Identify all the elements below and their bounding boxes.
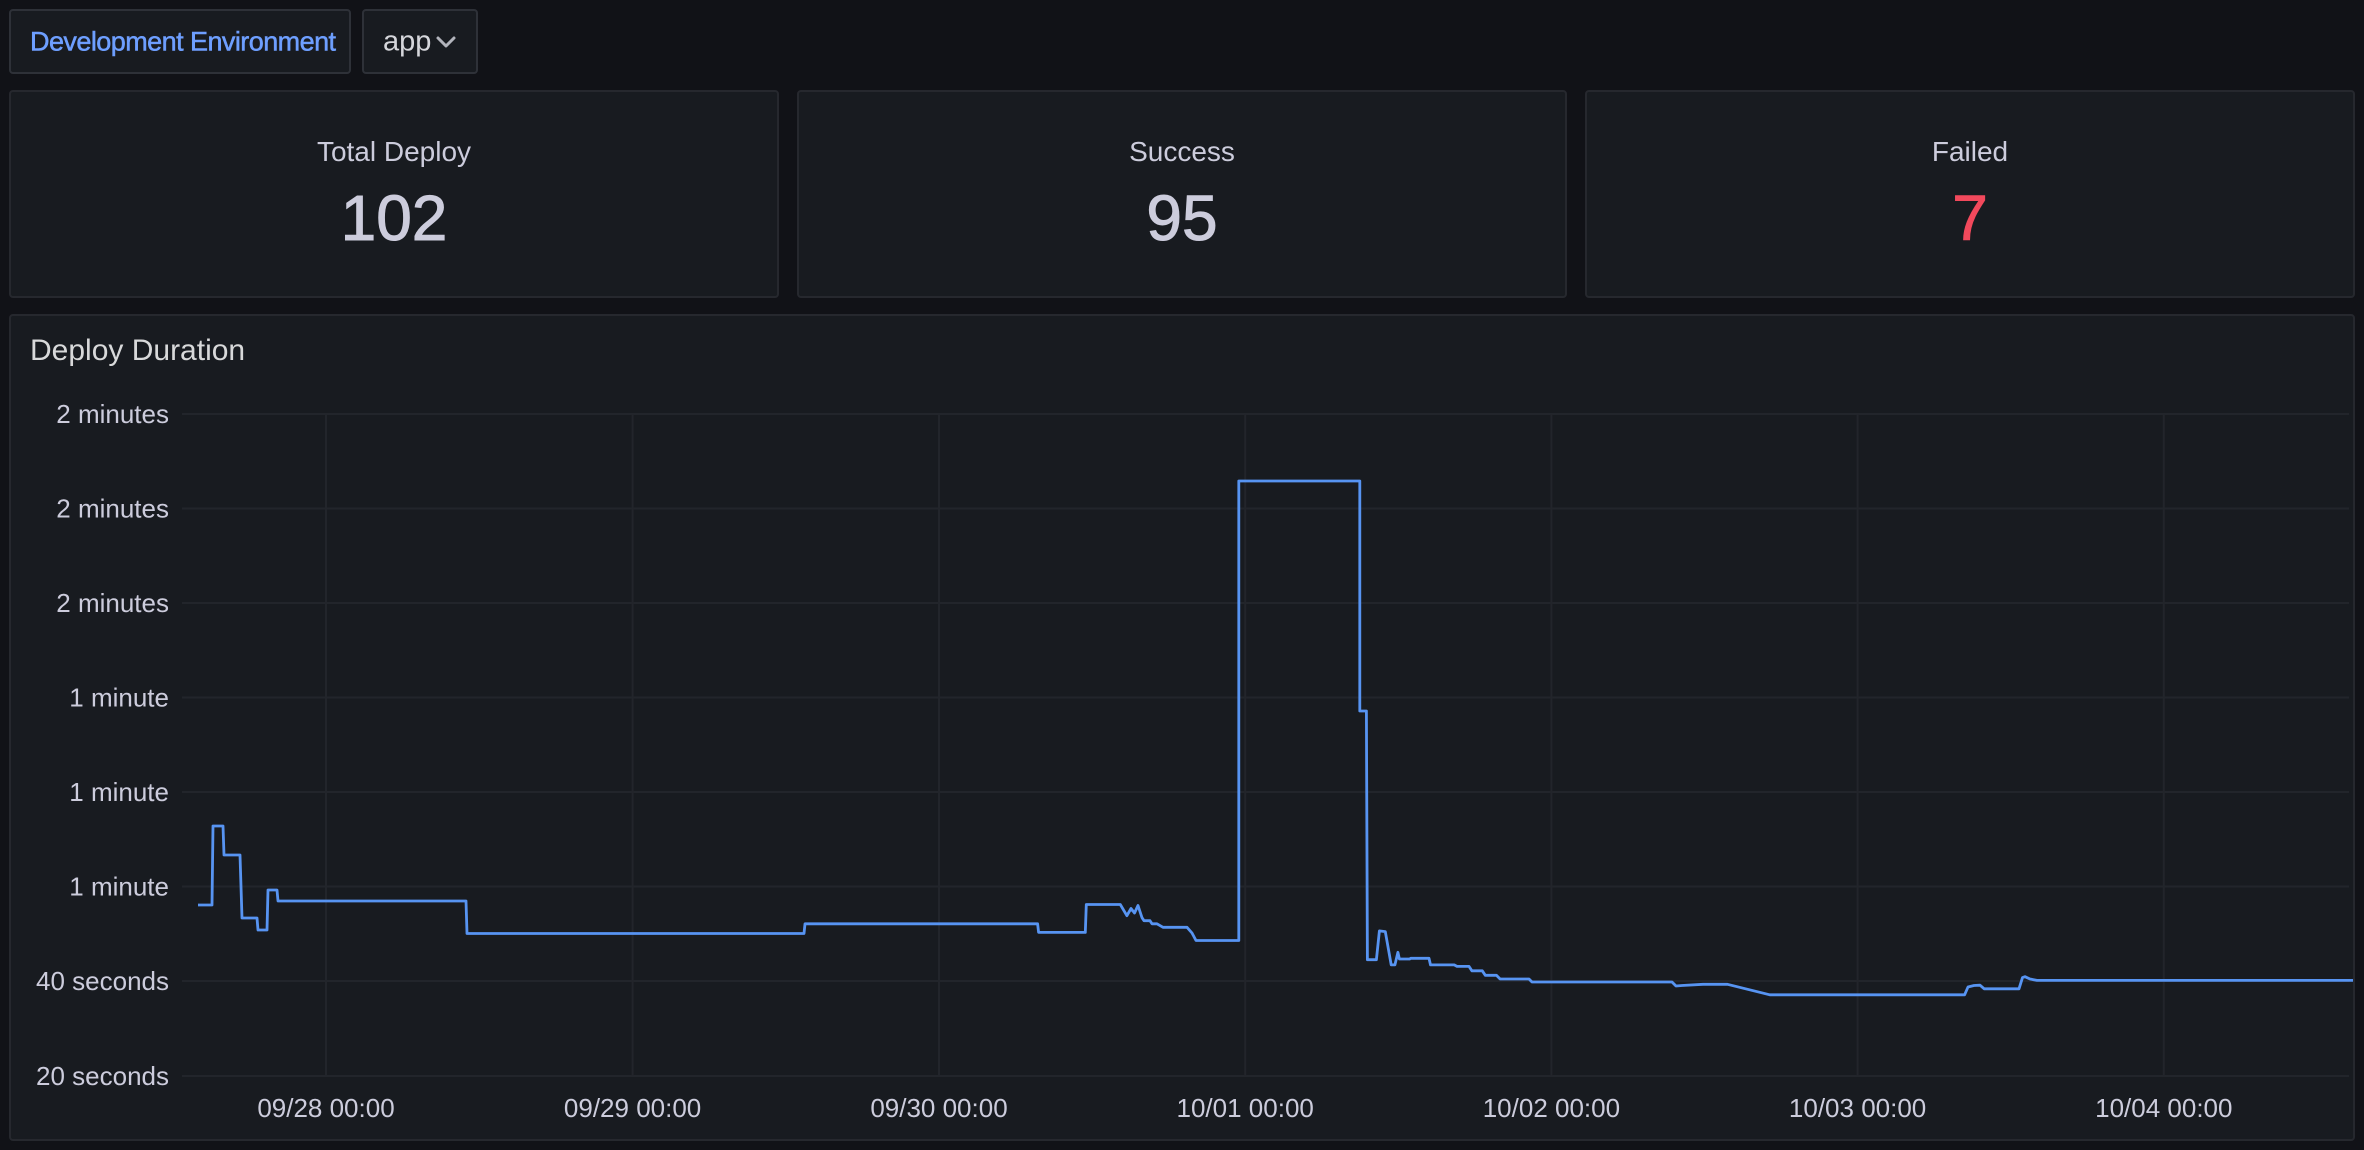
svg-text:1 minute: 1 minute — [69, 683, 169, 713]
svg-text:40 seconds: 40 seconds — [36, 966, 169, 996]
svg-text:10/04 00:00: 10/04 00:00 — [2095, 1093, 2232, 1123]
svg-text:2 minutes: 2 minutes — [56, 399, 169, 429]
svg-text:09/30 00:00: 09/30 00:00 — [870, 1093, 1007, 1123]
svg-text:2 minutes: 2 minutes — [56, 588, 169, 618]
svg-text:20 seconds: 20 seconds — [36, 1061, 169, 1091]
svg-text:2 minutes: 2 minutes — [56, 494, 169, 524]
svg-text:10/02 00:00: 10/02 00:00 — [1483, 1093, 1620, 1123]
svg-text:1 minute: 1 minute — [69, 872, 169, 902]
svg-text:1 minute: 1 minute — [69, 777, 169, 807]
svg-text:09/28 00:00: 09/28 00:00 — [257, 1093, 394, 1123]
svg-text:10/01 00:00: 10/01 00:00 — [1177, 1093, 1314, 1123]
svg-text:09/29 00:00: 09/29 00:00 — [564, 1093, 701, 1123]
svg-text:10/03 00:00: 10/03 00:00 — [1789, 1093, 1926, 1123]
